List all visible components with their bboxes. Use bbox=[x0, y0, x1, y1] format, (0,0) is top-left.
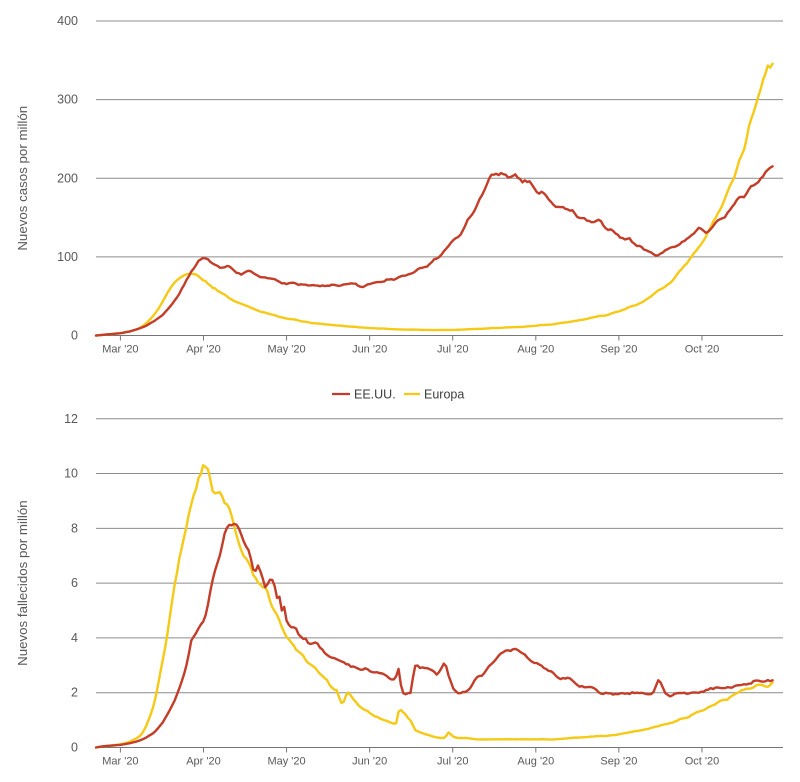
svg-text:Oct '20: Oct '20 bbox=[685, 344, 720, 356]
svg-text:10: 10 bbox=[64, 467, 78, 481]
svg-text:Oct '20: Oct '20 bbox=[685, 756, 720, 768]
svg-text:Nuevos fallecidos por millón: Nuevos fallecidos por millón bbox=[15, 500, 30, 666]
svg-text:Mar '20: Mar '20 bbox=[102, 756, 138, 768]
svg-text:Aug '20: Aug '20 bbox=[517, 756, 554, 768]
svg-text:200: 200 bbox=[57, 171, 78, 185]
svg-text:300: 300 bbox=[57, 93, 78, 107]
svg-text:May '20: May '20 bbox=[267, 756, 305, 768]
svg-text:Aug '20: Aug '20 bbox=[517, 344, 554, 356]
svg-text:May '20: May '20 bbox=[267, 344, 305, 356]
svg-text:0: 0 bbox=[71, 329, 78, 343]
svg-text:100: 100 bbox=[57, 250, 78, 264]
svg-text:Mar '20: Mar '20 bbox=[102, 344, 138, 356]
svg-text:4: 4 bbox=[71, 631, 78, 645]
svg-text:EE.UU.: EE.UU. bbox=[354, 388, 396, 402]
svg-text:400: 400 bbox=[57, 14, 78, 28]
svg-text:6: 6 bbox=[71, 576, 78, 590]
svg-text:0: 0 bbox=[71, 741, 78, 755]
svg-text:Jun '20: Jun '20 bbox=[352, 344, 387, 356]
svg-text:Apr '20: Apr '20 bbox=[186, 344, 221, 356]
svg-text:12: 12 bbox=[64, 412, 78, 426]
svg-text:Sep '20: Sep '20 bbox=[600, 756, 637, 768]
svg-text:Nuevos casos por millón: Nuevos casos por millón bbox=[15, 106, 30, 251]
svg-text:Jun '20: Jun '20 bbox=[352, 756, 387, 768]
svg-text:Jul '20: Jul '20 bbox=[437, 756, 468, 768]
svg-text:8: 8 bbox=[71, 521, 78, 535]
svg-text:Jul '20: Jul '20 bbox=[437, 344, 468, 356]
svg-text:Apr '20: Apr '20 bbox=[186, 756, 221, 768]
svg-text:Sep '20: Sep '20 bbox=[600, 344, 637, 356]
svg-text:2: 2 bbox=[71, 686, 78, 700]
svg-text:Europa: Europa bbox=[424, 388, 464, 402]
